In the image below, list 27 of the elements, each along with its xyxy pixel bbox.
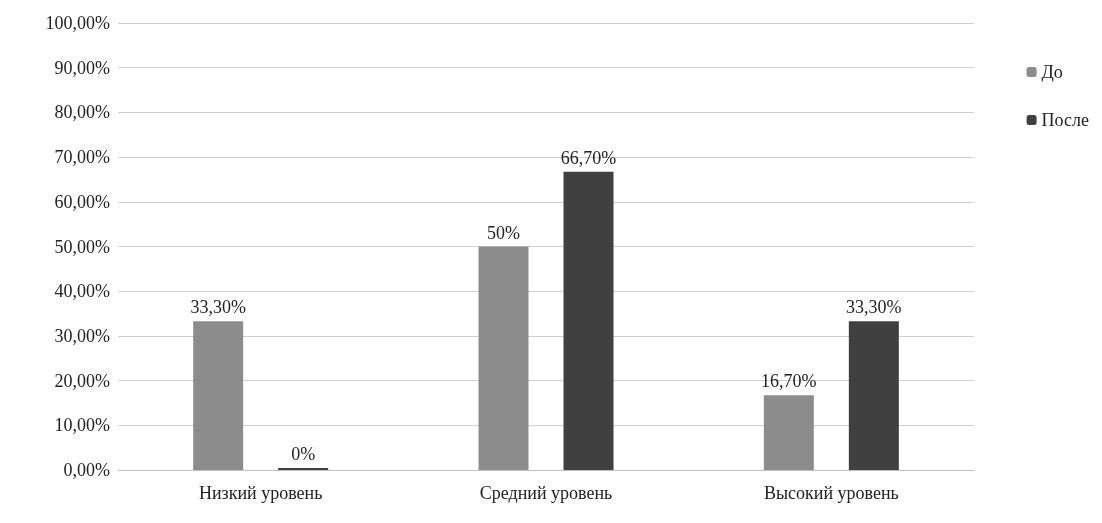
y-tick-label: 30,00% [54,325,110,346]
y-tick-label: 100,00% [45,13,110,33]
data-label: 0% [291,444,316,464]
y-tick-label: 80,00% [54,102,110,123]
y-tick-label: 40,00% [54,281,110,302]
y-tick-label: 50,00% [54,236,110,257]
y-tick-label: 70,00% [54,147,110,168]
x-tick-label: Средний уровень [479,483,613,503]
y-tick-label: 10,00% [54,415,110,436]
legend-label: После [1041,110,1090,130]
bar [763,395,814,470]
data-label: 16,70% [761,371,817,392]
data-label: 50% [487,222,520,243]
bar [478,246,529,470]
x-tick-label: Высокий уровень [763,483,899,503]
y-tick-label: 60,00% [54,191,110,212]
bar [848,321,899,470]
y-tick-label: 20,00% [54,370,110,391]
data-label: 33,30% [190,297,246,318]
y-tick-label: 0,00% [63,460,110,480]
y-tick-label: 90,00% [54,57,110,78]
legend-label: До [1041,62,1063,82]
x-tick-label: Низкий уровень [198,483,323,503]
data-label: 33,30% [846,297,902,318]
bar [193,321,244,470]
bar [563,171,614,470]
data-label: 66,70% [560,147,617,168]
